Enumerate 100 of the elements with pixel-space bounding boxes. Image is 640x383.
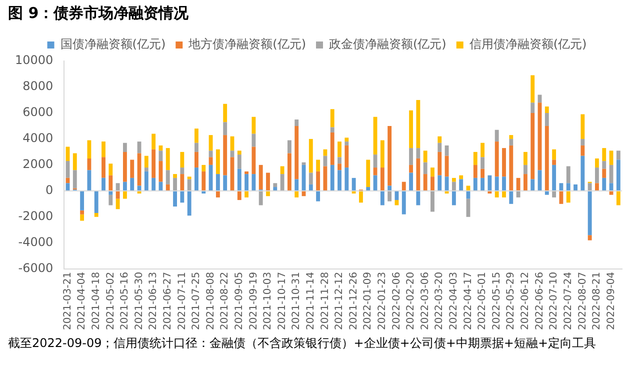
bar <box>308 172 313 184</box>
bar <box>294 190 299 198</box>
bar <box>344 145 349 168</box>
bar <box>316 160 320 172</box>
y-tick-label: 4000 <box>22 131 54 146</box>
bar <box>416 158 420 191</box>
x-tick-label: 2022-04-03 <box>448 272 460 330</box>
bar <box>294 119 299 126</box>
bar <box>552 149 556 160</box>
x-tick-label: 2021-10-17 <box>276 272 288 330</box>
bar <box>94 213 98 217</box>
x-tick-label: 2021-03-21 <box>62 272 74 330</box>
bar <box>502 190 506 198</box>
bar <box>602 148 606 162</box>
bar <box>194 152 198 168</box>
bar <box>116 190 120 199</box>
x-tick-label: 2022-05-01 <box>477 272 488 330</box>
bar <box>344 168 349 191</box>
bar <box>416 148 420 158</box>
bar <box>223 135 228 176</box>
bar <box>180 190 184 203</box>
bar <box>566 166 570 184</box>
bar <box>216 174 220 191</box>
bar <box>423 162 428 174</box>
x-tick-label: 2021-05-16 <box>120 272 131 330</box>
bar <box>409 148 413 165</box>
x-tick-label: 2022-04-17 <box>462 272 474 330</box>
bar <box>144 168 148 172</box>
bar <box>416 100 420 148</box>
bar <box>602 168 606 178</box>
bar <box>87 170 92 191</box>
bar <box>173 174 177 178</box>
bar <box>502 176 506 191</box>
bar <box>438 175 442 191</box>
bar <box>380 168 384 191</box>
x-tick-label: 2022-01-23 <box>377 272 388 330</box>
bar <box>166 148 170 170</box>
bar <box>330 164 334 191</box>
bar <box>359 190 363 203</box>
bar <box>530 179 535 191</box>
bar <box>338 157 342 164</box>
bar <box>130 160 134 178</box>
bar <box>509 190 514 204</box>
bar <box>473 178 478 191</box>
bar <box>294 126 299 180</box>
bar <box>273 183 278 188</box>
bar <box>152 134 156 150</box>
bar <box>102 178 106 191</box>
bar <box>116 198 120 210</box>
bar <box>237 150 242 155</box>
bar <box>94 190 98 214</box>
bar <box>344 142 349 146</box>
bar <box>116 183 120 191</box>
bar <box>122 152 127 182</box>
bar <box>223 122 228 136</box>
bar <box>438 142 442 152</box>
bar <box>409 110 413 148</box>
bar <box>430 176 434 191</box>
bar <box>152 178 156 191</box>
bar <box>80 214 84 221</box>
x-tick-label: 2022-06-12 <box>520 272 532 330</box>
bar <box>516 178 520 191</box>
bar <box>237 168 242 191</box>
bar <box>473 152 478 165</box>
bar <box>180 174 184 191</box>
bar <box>122 142 127 152</box>
bar <box>194 128 198 143</box>
bar <box>194 142 198 152</box>
x-tick-label: 2021-06-27 <box>162 272 174 330</box>
bar <box>502 148 506 177</box>
y-tick-label: -6000 <box>18 261 54 276</box>
chart-title: 图 9：债券市场净融资情况 <box>7 3 190 24</box>
bar <box>366 160 370 188</box>
bar <box>308 138 313 173</box>
bar <box>530 102 535 113</box>
x-tick-label: 2021-04-18 <box>90 272 102 330</box>
bar <box>166 184 170 191</box>
bar <box>187 176 192 180</box>
bar <box>388 186 392 191</box>
bar <box>409 172 413 191</box>
bar <box>488 175 492 191</box>
x-tick-label: 2021-12-26 <box>348 272 360 330</box>
bar <box>559 190 564 204</box>
legend-label: 信用债净融资额(亿元) <box>469 37 587 52</box>
y-tick-label: 2000 <box>22 157 54 172</box>
bar <box>323 149 328 156</box>
bar <box>72 153 77 170</box>
bar <box>252 146 256 174</box>
bar <box>494 176 499 191</box>
x-tick-label: 2021-06-13 <box>148 272 160 330</box>
bar <box>330 109 334 128</box>
x-tick-label: 2022-02-06 <box>391 272 402 330</box>
bar <box>509 138 514 146</box>
bar <box>530 112 535 180</box>
bar <box>580 145 585 156</box>
bar <box>452 178 456 182</box>
bar <box>330 132 334 165</box>
x-tick-label: 2021-12-12 <box>334 272 346 330</box>
bar <box>530 75 535 103</box>
bar <box>494 142 499 177</box>
